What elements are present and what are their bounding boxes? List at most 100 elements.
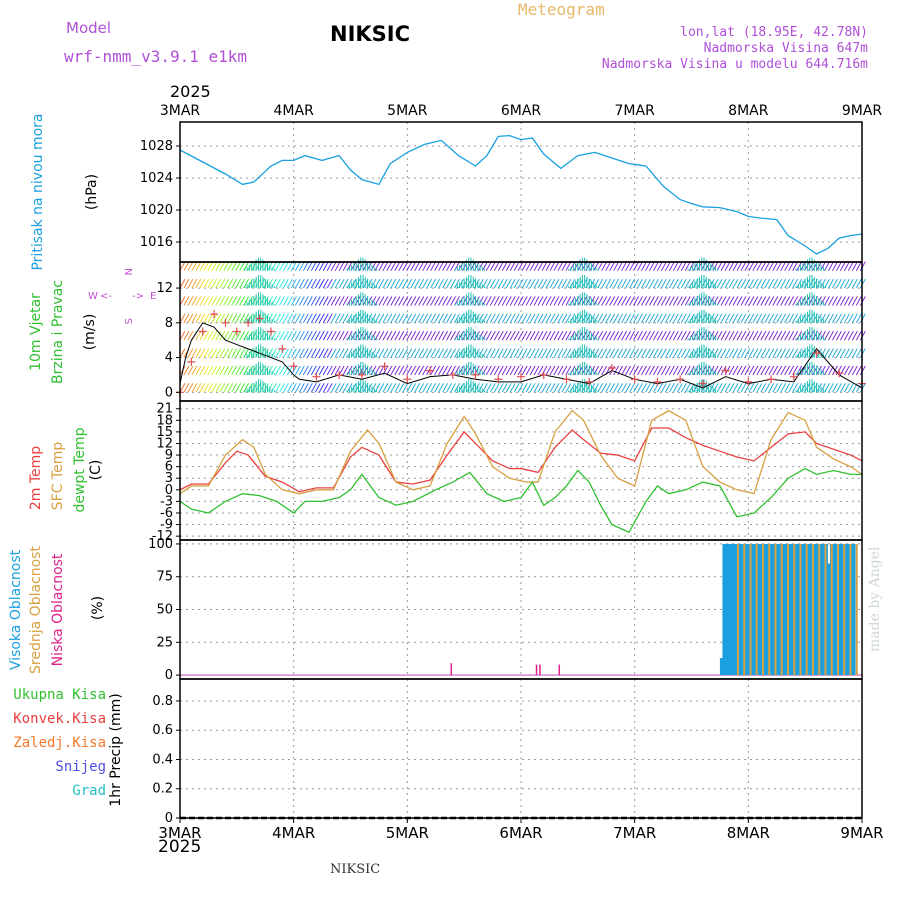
- wind-barb: [275, 348, 281, 358]
- wind-barb: [203, 261, 210, 271]
- wind-barb: [517, 296, 524, 306]
- wind-barb: [625, 383, 632, 393]
- wind-barb: [724, 383, 731, 393]
- wind-barb: [525, 261, 532, 271]
- wind-barb: [609, 278, 616, 289]
- wind-barb: [649, 261, 655, 271]
- wind-barb: [294, 348, 301, 358]
- wind-barb: [525, 365, 532, 376]
- wind-barb: [418, 278, 425, 289]
- wind-barb: [402, 296, 409, 306]
- wind-barb: [450, 330, 456, 341]
- y-tick-label: 0: [165, 811, 173, 826]
- wind-barb: [247, 296, 254, 306]
- model-name: wrf-nmm_v3.9.1 e1km: [64, 47, 248, 66]
- wind-barb: [235, 278, 242, 289]
- mid-cloud-bar: [824, 543, 827, 676]
- wind-barb: [406, 278, 413, 289]
- wind-barb: [708, 348, 715, 358]
- wind-barb: [199, 383, 206, 393]
- wind-barb: [756, 261, 763, 271]
- wind-unit-label: (m/s): [82, 314, 98, 351]
- wind-barb: [609, 313, 616, 324]
- wind-barb: [493, 383, 500, 393]
- wind-barb: [541, 365, 548, 376]
- wind-barb: [724, 278, 731, 289]
- y-tick-label: 50: [156, 603, 173, 618]
- wind-barb: [828, 330, 834, 341]
- wind-barb: [227, 348, 234, 358]
- wind-barb: [406, 313, 413, 324]
- wind-barb: [183, 330, 190, 341]
- cloud-unit-label: (%): [90, 596, 106, 620]
- wind-barb: [517, 261, 524, 271]
- wind-barb: [740, 313, 747, 324]
- model-elevation-label: Nadmorska Visina u modelu 644.716m: [601, 57, 868, 72]
- wind-barb: [613, 330, 620, 341]
- high-cloud-bar: [839, 543, 843, 676]
- x-tick-label-bottom: 3MAR: [158, 824, 201, 842]
- mid-cloud-bar: [780, 543, 783, 676]
- meteogram-title: Meteogram: [518, 0, 605, 19]
- wind-barb: [493, 313, 500, 324]
- y-tick-label: 9: [165, 448, 173, 463]
- wind-barb: [529, 330, 536, 341]
- wind-barb: [629, 313, 635, 324]
- wind-barb: [394, 261, 401, 271]
- wind-barb: [617, 261, 624, 271]
- wind-barb: [310, 330, 317, 341]
- wind-barb: [203, 348, 210, 358]
- wind-barb: [418, 296, 425, 306]
- temp-line-1: [179, 409, 863, 495]
- wind-barb: [720, 348, 727, 358]
- wind-barb: [549, 330, 556, 341]
- wind-barb: [442, 296, 449, 306]
- wind-barb: [664, 348, 671, 358]
- wind-barb: [788, 278, 795, 289]
- x-tick-label-top: 3MAR: [160, 103, 201, 119]
- wind-barb: [207, 261, 214, 271]
- wind-barb: [342, 296, 349, 306]
- wind-speed-marker: [266, 327, 275, 336]
- wind-barb: [784, 330, 791, 341]
- wind-barb: [426, 278, 433, 289]
- wind-barb: [839, 383, 846, 393]
- y-tick-label: 1024: [140, 171, 173, 186]
- wind-barb: [493, 278, 500, 289]
- wind-barb: [187, 365, 194, 376]
- wind-barb: [286, 383, 293, 393]
- wind-barb: [652, 365, 659, 376]
- wind-barb: [334, 348, 341, 358]
- wind-barb: [843, 313, 850, 324]
- wind-barb: [442, 348, 449, 358]
- wind-barb: [497, 313, 504, 324]
- wind-barb: [199, 365, 206, 376]
- wind-barb: [533, 261, 540, 271]
- wind-barb: [537, 348, 544, 358]
- wind-barb: [481, 348, 488, 358]
- wind-barb: [402, 261, 409, 271]
- wind-barb: [434, 296, 441, 306]
- y-tick-label: 6: [165, 460, 173, 475]
- wind-barb: [279, 261, 285, 271]
- high-cloud-bar: [832, 543, 836, 676]
- wind-barb: [649, 296, 655, 306]
- wind-barb: [565, 296, 572, 306]
- wind-barb: [525, 278, 532, 289]
- wind-barb: [521, 278, 528, 289]
- wind-barb: [605, 296, 612, 306]
- wind-barb: [378, 365, 385, 376]
- x-tick-label-bottom: 8MAR: [727, 824, 770, 842]
- wind-barb: [796, 348, 803, 358]
- temp-axis-label-sfc: SFC Temp: [50, 442, 66, 511]
- wind-barb: [227, 330, 234, 341]
- wind-barb: [637, 278, 643, 289]
- wind-barb: [561, 348, 568, 358]
- wind-barb: [521, 296, 528, 306]
- pressure-unit-label: (hPa): [84, 174, 100, 210]
- wind-barb: [684, 278, 691, 289]
- wind-barb: [430, 383, 437, 393]
- wind-barb: [286, 330, 293, 341]
- wind-barb: [263, 313, 269, 324]
- wind-barb: [652, 261, 659, 271]
